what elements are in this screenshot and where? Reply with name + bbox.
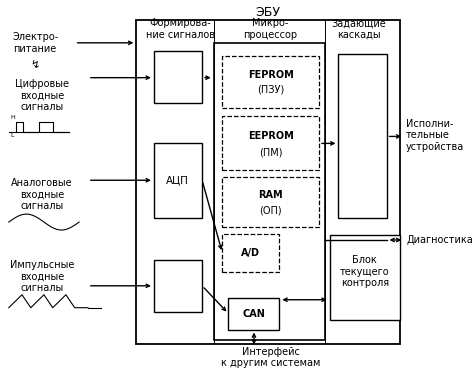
Text: Диагностика: Диагностика <box>406 235 473 245</box>
Bar <box>222 177 319 227</box>
Text: Импульсные
входные
сигналы: Импульсные входные сигналы <box>10 260 74 293</box>
Text: FEPROM: FEPROM <box>248 70 293 80</box>
Text: RAM: RAM <box>258 190 283 200</box>
Text: ЭБУ: ЭБУ <box>255 6 281 19</box>
Text: Формирова-
ние сигналов: Формирова- ние сигналов <box>146 18 215 40</box>
Bar <box>228 298 280 329</box>
Text: Аналоговые
входные
сигналы: Аналоговые входные сигналы <box>11 178 73 211</box>
Text: Электро-
питание: Электро- питание <box>12 32 58 54</box>
Bar <box>136 20 400 344</box>
Bar <box>222 234 280 272</box>
Text: (ПЗУ): (ПЗУ) <box>257 85 284 95</box>
Text: Цифровые
входные
сигналы: Цифровые входные сигналы <box>15 79 69 112</box>
Text: ↯: ↯ <box>30 60 40 70</box>
Text: A/D: A/D <box>241 248 260 258</box>
Bar <box>154 51 202 102</box>
Bar <box>154 260 202 312</box>
Text: (ПМ): (ПМ) <box>259 147 283 157</box>
Bar <box>329 235 400 320</box>
Bar <box>338 54 387 218</box>
Text: CAN: CAN <box>243 309 265 319</box>
Bar <box>214 43 325 339</box>
Text: Задающие
каскады: Задающие каскады <box>331 18 386 40</box>
Bar <box>222 115 319 170</box>
Text: Микро-
процессор: Микро- процессор <box>244 18 298 40</box>
Text: EEPROM: EEPROM <box>248 131 293 141</box>
Bar <box>154 144 202 218</box>
Text: Блок
текущего
контроля: Блок текущего контроля <box>340 255 390 288</box>
Text: Исполни-
тельные
устройства: Исполни- тельные устройства <box>406 119 464 152</box>
Bar <box>222 56 319 108</box>
Text: Интерфейс
к другим системам: Интерфейс к другим системам <box>221 347 320 368</box>
Text: АЦП: АЦП <box>166 175 189 185</box>
Text: L: L <box>10 134 14 138</box>
Text: H: H <box>10 115 15 121</box>
Text: (ОП): (ОП) <box>259 205 282 215</box>
